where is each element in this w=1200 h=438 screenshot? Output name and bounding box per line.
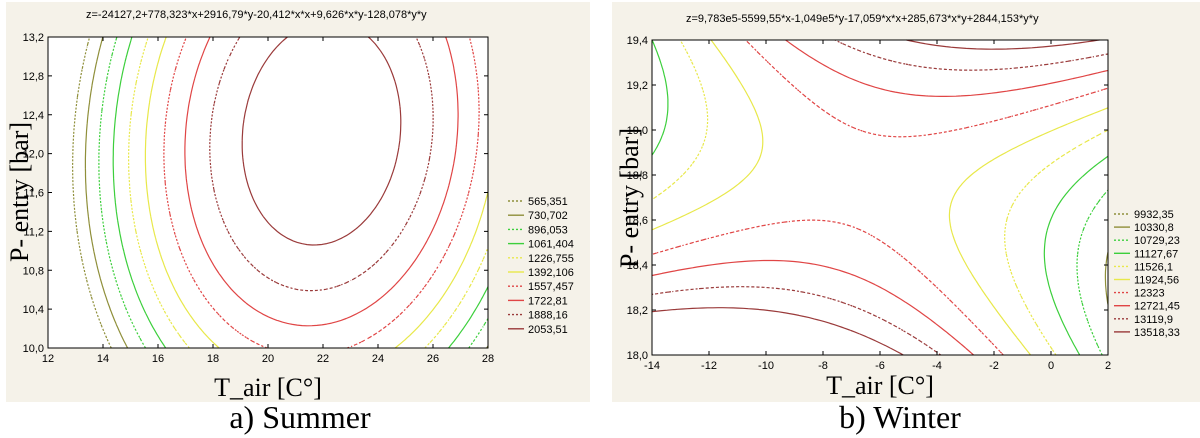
legend-label: 10330,8 [1134, 222, 1174, 234]
contour-line [84, 36, 489, 349]
legend-label: 1061,404 [528, 239, 574, 251]
winter-caption: b) Winter [839, 399, 961, 435]
y-tick-label: 10,8 [23, 265, 44, 277]
contour-line [651, 39, 1109, 356]
contour-line [651, 39, 1109, 356]
legend-label: 11127,67 [1134, 248, 1178, 260]
y-tick-label: 11,2 [23, 226, 44, 238]
y-tick-label: 12,4 [23, 110, 44, 122]
summer-ticks: 12 14 16 18 20 22 24 26 28 10,0 10,4 10,8 11,2 11,6 12… [23, 32, 495, 365]
contour-line [184, 36, 459, 327]
x-tick-label: 24 [372, 353, 384, 365]
contour-line [651, 39, 1100, 356]
legend-label: 565,351 [528, 196, 568, 208]
summer-legend: 565,351 730,702 896,053 1061,404 1226,755 139… [508, 196, 574, 336]
summer-caption: a) Summer [229, 399, 371, 435]
x-tick-label: -8 [818, 360, 828, 372]
summer-panel: z=-24127,2+778,323*x+2916,79*y-20,412*x*… [5, 2, 590, 402]
y-tick-label: 11,6 [23, 188, 44, 200]
x-tick-label: 2 [1105, 360, 1111, 372]
x-tick-label: -10 [758, 360, 774, 372]
winter-x-axis-label: T_air [C°] [826, 371, 934, 400]
winter-plot-area [651, 39, 1109, 356]
contour-line [651, 39, 1109, 356]
y-tick-label: 13,2 [23, 32, 44, 44]
contour-line [241, 36, 402, 246]
summer-y-axis-label: P- entry [bar] [5, 122, 34, 262]
y-tick-label: 10,0 [23, 343, 44, 355]
legend-label: 12721,45 [1134, 301, 1180, 313]
x-tick-label: -2 [989, 360, 999, 372]
x-tick-label: 20 [262, 353, 274, 365]
x-tick-label: -12 [701, 360, 717, 372]
y-tick-label: 19,2 [627, 80, 648, 92]
legend-label: 12323 [1134, 288, 1165, 300]
y-tick-label: 18,6 [627, 215, 648, 227]
legend-label: 1722,81 [528, 295, 568, 307]
legend-label: 1226,755 [528, 253, 574, 265]
summer-equation: z=-24127,2+778,323*x+2916,79*y-20,412*x*… [86, 9, 427, 21]
y-tick-label: 19,4 [627, 35, 648, 47]
legend-label: 13518,33 [1134, 327, 1180, 339]
legend-label: 1888,16 [528, 310, 568, 322]
legend-label: 896,053 [528, 224, 568, 236]
x-tick-label: 18 [207, 353, 219, 365]
contour-line [98, 36, 489, 349]
contour-line [72, 36, 112, 349]
legend-label: 11924,56 [1134, 275, 1179, 287]
contour-line [112, 36, 489, 349]
y-tick-label: 18,4 [627, 260, 648, 272]
legend-label: 1392,106 [528, 267, 574, 279]
summer-contours [47, 36, 489, 349]
legend-label: 730,702 [528, 210, 568, 222]
y-tick-label: 12,8 [23, 71, 44, 83]
x-tick-label: 28 [482, 353, 494, 365]
legend-label: 9932,35 [1134, 209, 1174, 221]
x-tick-label: 12 [42, 353, 54, 365]
contour-line [651, 39, 1109, 356]
legend-label: 11526,1 [1134, 261, 1173, 273]
contour-line [651, 39, 1109, 356]
winter-ticks: -14 -12 -10 -8 -6 -4 -2 0 2 18,0 18,2 18,4 18,6 18,8 1… [627, 35, 1111, 372]
contour-line [128, 36, 489, 349]
contour-line [144, 36, 489, 349]
winter-y-axis-label: P- entry [bar] [615, 128, 644, 268]
legend-label: 13119,9 [1134, 314, 1173, 326]
winter-contours [651, 39, 1109, 356]
y-tick-label: 18,8 [627, 170, 648, 182]
winter-panel: z=9,783e5-5599,55*x-1,049e5*y-17,059*x*x… [612, 2, 1200, 402]
x-tick-label: -6 [875, 360, 885, 372]
legend-label: 2053,51 [528, 324, 568, 336]
x-tick-label: -4 [932, 360, 942, 372]
x-tick-label: 14 [97, 353, 109, 365]
y-tick-label: 10,4 [23, 304, 44, 316]
legend-label: 10729,23 [1134, 235, 1180, 247]
contour-line [163, 36, 480, 349]
winter-equation: z=9,783e5-5599,55*x-1,049e5*y-17,059*x*x… [686, 13, 1039, 25]
y-tick-label: 18,2 [627, 305, 648, 317]
y-tick-label: 18,0 [627, 350, 648, 362]
contour-line [209, 36, 434, 292]
x-tick-label: 26 [427, 353, 439, 365]
summer-plot-area [47, 36, 489, 349]
x-tick-label: 16 [152, 353, 164, 365]
y-tick-label: 12,0 [23, 149, 44, 161]
summer-x-axis-label: T_air [C°] [214, 373, 322, 402]
contour-line [1076, 189, 1109, 356]
contour-line [651, 39, 1109, 356]
x-tick-label: 0 [1048, 360, 1054, 372]
x-tick-label: -14 [644, 360, 660, 372]
legend-label: 1557,457 [528, 281, 574, 293]
x-tick-label: 22 [317, 353, 329, 365]
y-tick-label: 19,0 [627, 125, 648, 137]
